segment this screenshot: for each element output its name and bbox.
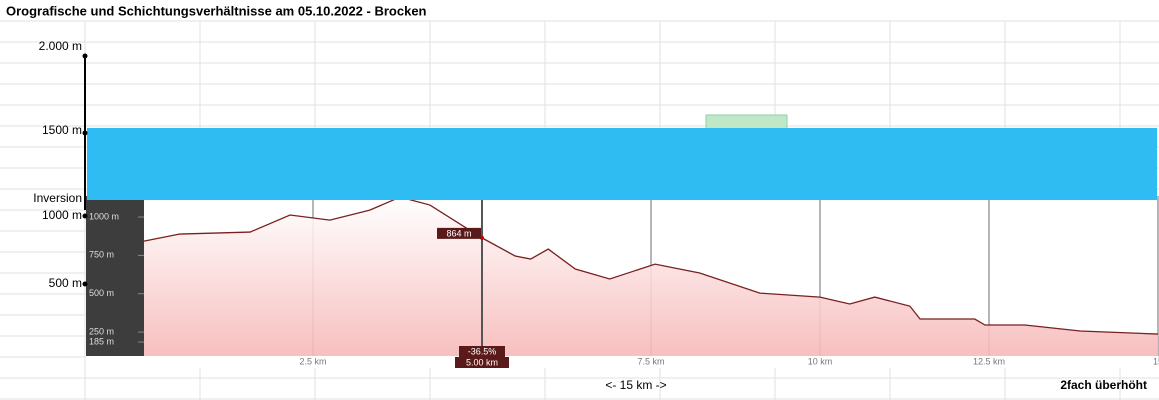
distance-label: <- 15 km -> — [605, 378, 666, 392]
outer-label: 2.000 m — [39, 39, 82, 53]
x-tick-label: 5.00 km — [466, 357, 498, 367]
x-tick-label: 7.5 km — [637, 356, 664, 366]
axis-dot — [82, 281, 88, 287]
elevation-label: 864 m — [446, 228, 471, 238]
exaggeration-label: 2fach überhöht — [1060, 378, 1147, 392]
outer-label: 1500 m — [42, 123, 82, 137]
profile-area — [144, 197, 1158, 356]
y-tick-label: 1000 m — [89, 211, 119, 221]
x-tick-label: 2.5 km — [299, 356, 326, 366]
cloud-box — [705, 114, 788, 130]
x-tick-label: 10 km — [808, 356, 833, 366]
axis-strip — [86, 196, 144, 368]
y-tick-label: 185 m — [89, 336, 114, 346]
label-bg — [459, 346, 505, 357]
axis-dot — [82, 53, 88, 59]
outer-axis-labels: 2.000 m 1500 m Inversion 1000 m 500 m — [33, 39, 88, 290]
y-tick-label: 750 m — [89, 250, 114, 260]
axis-dot — [82, 130, 88, 136]
outer-label: 500 m — [49, 276, 82, 290]
y-tick-label: 500 m — [89, 288, 114, 298]
label-bg — [437, 227, 481, 239]
x-tick-label: 12.5 km — [973, 356, 1005, 366]
outer-label: 1000 m — [42, 208, 82, 222]
title: Orografische und Schichtungsverhältnisse… — [6, 3, 427, 18]
y-tick-label: 250 m — [89, 326, 114, 336]
inversion-band — [87, 128, 1157, 200]
x-strip — [86, 356, 1158, 368]
axis-dot — [82, 213, 88, 219]
label-bg — [455, 357, 509, 368]
outer-label: Inversion — [33, 191, 82, 205]
x-tick-label: 15 — [1153, 356, 1159, 366]
profile-line — [143, 196, 1159, 335]
grade-label: -36.5% — [468, 346, 497, 356]
